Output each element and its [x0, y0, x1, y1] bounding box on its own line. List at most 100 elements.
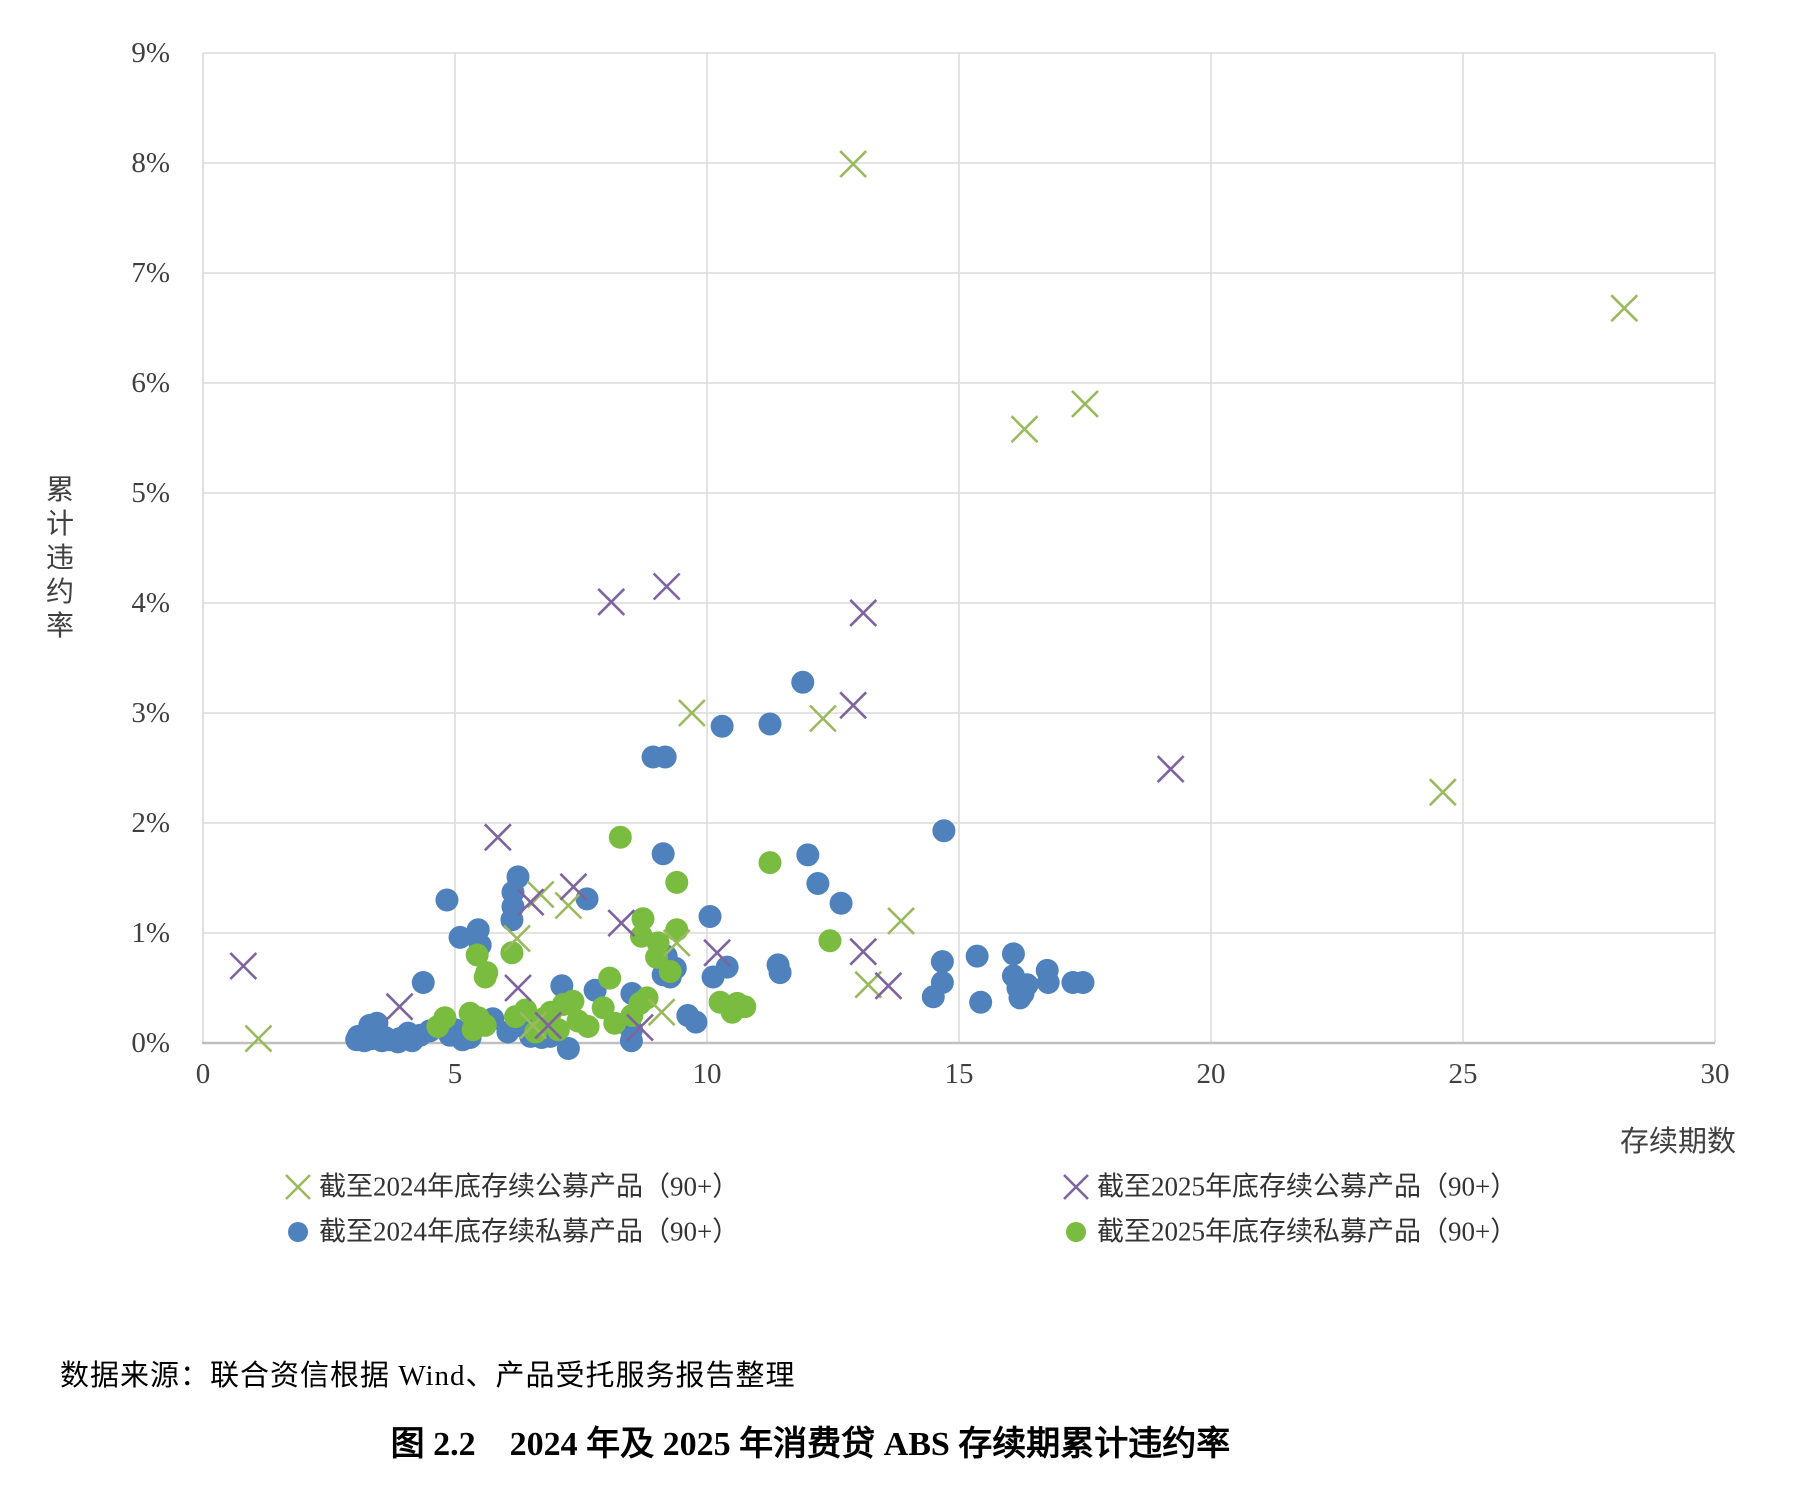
data-point: [559, 872, 588, 901]
data-point: [703, 938, 731, 967]
dot-marker-icon: [1066, 1221, 1086, 1242]
y-axis-title: 累 计 违 约 率: [45, 475, 74, 642]
legend-column-left: 截至2024年底存续公募产品（90+） 截至2024年底存续私募产品（90+）: [283, 1162, 739, 1252]
data-point: [500, 941, 524, 965]
data-point: [791, 670, 815, 694]
legend-label: 截至2024年底存续私募产品（90+）: [319, 1216, 740, 1247]
data-point: [921, 985, 945, 1009]
data-point: [534, 1011, 563, 1040]
y-tick-label: 5%: [131, 477, 170, 509]
data-point: [768, 961, 792, 985]
x-marker-icon: [1063, 1173, 1089, 1200]
y-tick-label: 7%: [131, 257, 170, 289]
data-point: [619, 1029, 643, 1053]
data-point: [1071, 971, 1095, 994]
data-point: [758, 851, 782, 875]
data-point: [483, 823, 512, 852]
data-point: [465, 943, 489, 967]
data-point: [473, 1013, 497, 1037]
data-point: [887, 906, 915, 935]
y-tick-label: 3%: [131, 697, 170, 729]
legend-item: 截至2024年底存续私募产品（90+）: [283, 1207, 739, 1252]
data-point: [1036, 971, 1060, 994]
data-point: [969, 990, 993, 1014]
data-point: [665, 918, 689, 942]
data-point: [701, 965, 725, 989]
x-tick-label: 20: [1196, 1058, 1226, 1090]
x-marker-icon: [285, 1173, 311, 1200]
data-point: [1156, 755, 1185, 784]
data-point: [965, 944, 989, 968]
chart-legend: 截至2024年底存续公募产品（90+） 截至2024年底存续私募产品（90+） 截…: [0, 1162, 1804, 1262]
data-point: [608, 825, 632, 849]
data-point: [806, 872, 830, 895]
legend-item: 截至2025年底存续公募产品（90+）: [1061, 1162, 1517, 1207]
data-point: [809, 704, 837, 733]
data-point: [698, 905, 722, 928]
data-point: [839, 150, 868, 179]
data-point: [930, 950, 954, 974]
data-point: [758, 712, 782, 736]
data-point: [829, 891, 853, 915]
data-point: [710, 714, 734, 738]
y-tick-label: 0%: [131, 1027, 170, 1059]
data-point: [652, 572, 681, 601]
y-tick-label: 2%: [131, 807, 170, 839]
data-point: [556, 1037, 580, 1060]
y-tick-label: 1%: [131, 917, 170, 949]
data-point: [554, 891, 583, 920]
data-point: [1008, 986, 1032, 1010]
data-point: [651, 842, 675, 866]
legend-item: 截至2025年底存续私募产品（90+）: [1061, 1207, 1517, 1252]
legend-label: 截至2025年底存续私募产品（90+）: [1097, 1216, 1518, 1247]
data-point: [1610, 294, 1639, 323]
x-tick-label: 5: [447, 1058, 463, 1090]
data-point: [1010, 415, 1039, 444]
data-point: [677, 699, 706, 727]
legend-item: 截至2024年底存续公募产品（90+）: [283, 1162, 739, 1207]
legend-column-right: 截至2025年底存续公募产品（90+） 截至2025年底存续私募产品（90+）: [1061, 1162, 1517, 1252]
data-point: [504, 974, 532, 1002]
data-point: [435, 888, 459, 912]
data-point: [385, 992, 414, 1021]
data-point: [684, 1010, 708, 1034]
y-tick-label: 9%: [131, 37, 170, 69]
x-tick-label: 0: [195, 1058, 211, 1090]
data-point: [720, 1000, 744, 1024]
data-point: [662, 928, 691, 957]
x-tick-label: 25: [1448, 1058, 1478, 1090]
data-point: [1428, 778, 1457, 807]
data-point: [647, 998, 676, 1027]
data-point: [411, 971, 435, 994]
data-point: [645, 945, 669, 969]
data-point: [607, 909, 636, 938]
data-point: [598, 966, 622, 990]
x-axis-title: 存续期数: [1619, 1126, 1736, 1158]
data-point: [653, 745, 677, 769]
data-point: [839, 691, 868, 720]
data-point: [932, 819, 956, 843]
data-point: [597, 587, 626, 616]
data-point: [603, 1011, 627, 1035]
dot-marker-icon: [288, 1221, 308, 1242]
legend-label: 截至2024年底存续公募产品（90+）: [319, 1171, 740, 1202]
data-point: [519, 1011, 548, 1040]
data-point: [503, 924, 531, 953]
y-tick-label: 4%: [131, 587, 170, 619]
data-point: [473, 965, 497, 989]
data-point: [658, 960, 682, 983]
figure-caption: 图 2.2 2024 年及 2025 年消费贷 ABS 存续期累计违约率: [390, 1426, 1231, 1463]
x-tick-label: 30: [1700, 1058, 1730, 1090]
data-point: [514, 998, 538, 1022]
data-source-note: 数据来源：联合资信根据 Wind、产品受托服务报告整理: [60, 1360, 796, 1392]
x-tick-label: 10: [692, 1058, 722, 1090]
data-point: [1001, 942, 1025, 966]
y-tick-label: 6%: [131, 367, 170, 399]
y-tick-label: 8%: [131, 147, 170, 179]
data-point: [626, 1013, 654, 1042]
data-point: [849, 598, 878, 627]
data-point: [229, 952, 258, 980]
data-point: [426, 1015, 450, 1038]
